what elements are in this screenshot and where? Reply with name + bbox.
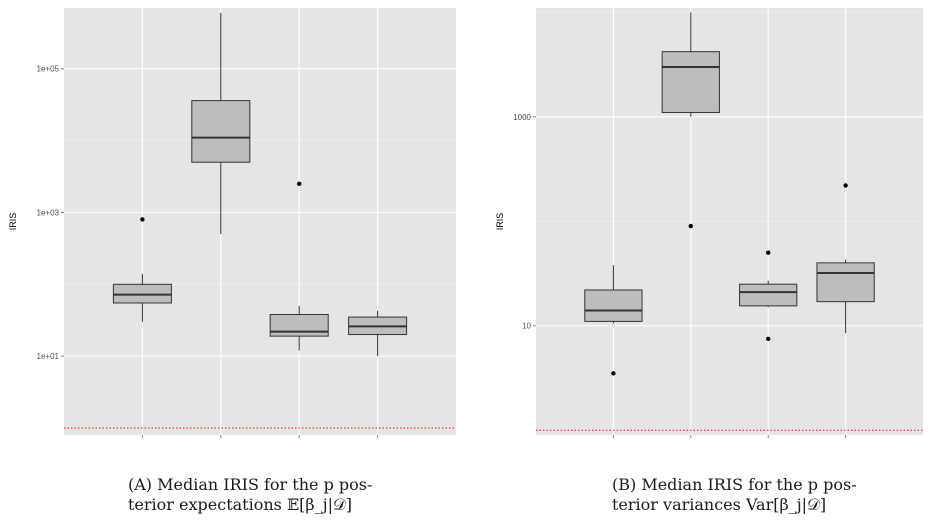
outlier-point <box>611 371 616 376</box>
y-tick-label: 1e+03 <box>37 208 60 217</box>
y-axis-title: IRIS <box>495 213 505 231</box>
boxplot-rw <box>816 183 875 334</box>
outlier-point <box>766 336 771 341</box>
panel-background <box>64 8 456 435</box>
caption-line-2: terior expectations 𝔼[β_j|𝒟] <box>128 495 352 514</box>
y-tick-label: 1e+01 <box>37 352 60 361</box>
iqr-box <box>661 51 720 113</box>
outlier-point <box>297 181 302 187</box>
caption-line-2: terior variances Var[β_j|𝒟] <box>612 495 827 514</box>
caption-a: (A) Median IRIS for the p pos-terior exp… <box>128 475 372 515</box>
iqr-box <box>739 283 798 307</box>
boxplot-nuts <box>269 181 329 351</box>
y-tick-label: 1000 <box>513 113 531 122</box>
boxplot-gibbs <box>584 265 643 376</box>
outlier-point <box>766 250 771 255</box>
panel-2: 101000GibbsHMCNUTSRWIRIS <box>495 8 923 438</box>
outlier-point <box>140 217 145 222</box>
boxplot-gibbs <box>112 217 172 322</box>
y-axis-title: IRIS <box>8 213 18 231</box>
boxplot-rw <box>348 310 408 357</box>
iqr-box <box>269 314 329 337</box>
iqr-box <box>584 289 643 322</box>
boxplot-nuts <box>739 250 798 341</box>
iqr-box <box>191 100 251 163</box>
boxplot-hmc <box>661 12 720 229</box>
chart-figure: 1e+011e+031e+05GibbsHMCNUTSRWIRIS101000G… <box>8 8 923 438</box>
iqr-box <box>816 262 875 303</box>
y-tick-label: 1e+05 <box>37 65 60 74</box>
caption-b: (B) Median IRIS for the p pos-terior var… <box>612 475 857 515</box>
boxplot-hmc <box>191 12 251 235</box>
caption-line-1: (A) Median IRIS for the p pos- <box>128 475 373 494</box>
y-tick-label: 10 <box>522 322 531 331</box>
outlier-point <box>843 183 848 188</box>
caption-line-1: (B) Median IRIS for the p pos- <box>612 475 857 494</box>
outlier-point <box>688 223 693 229</box>
